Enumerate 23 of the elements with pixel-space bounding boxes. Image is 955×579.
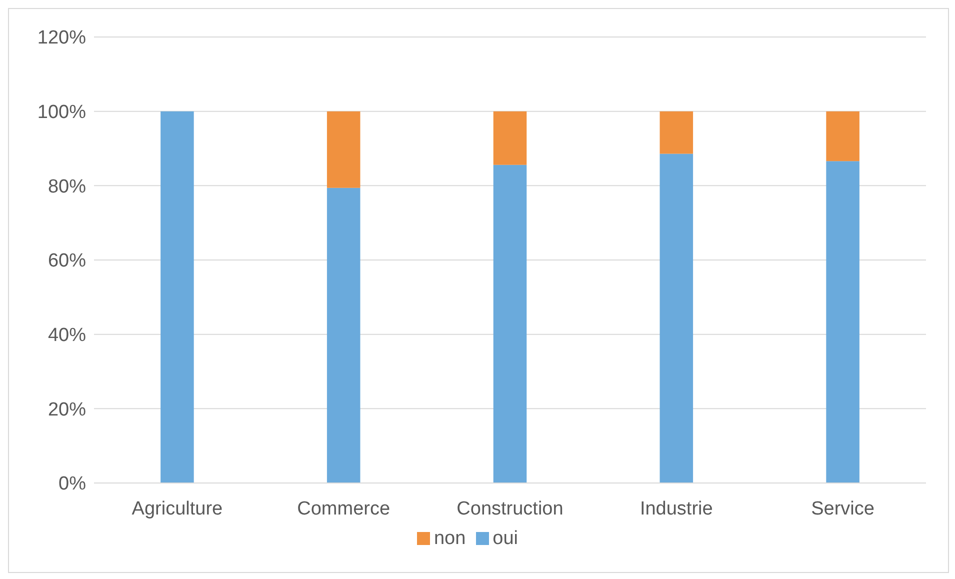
bar: [826, 161, 860, 483]
bar: [326, 188, 360, 483]
x-tick-label: Commerce: [297, 498, 390, 520]
y-tick-label: 80%: [48, 176, 86, 198]
bar: [326, 111, 360, 188]
legend-label: non: [434, 528, 466, 549]
bar: [660, 111, 694, 154]
y-tick-label: 0%: [58, 474, 86, 495]
bar: [493, 164, 527, 483]
bar: [493, 111, 527, 165]
y-tick-label: 40%: [48, 325, 86, 346]
y-tick-label: 100%: [37, 102, 86, 124]
bar: [160, 111, 194, 483]
y-tick-label: 120%: [37, 28, 86, 49]
x-tick-label: Agriculture: [132, 498, 223, 520]
bar: [660, 154, 694, 483]
y-tick-label: 60%: [48, 250, 86, 272]
legend-label: oui: [492, 528, 518, 549]
x-tick-label: Service: [811, 498, 874, 520]
x-tick-label: Construction: [456, 498, 564, 520]
bar: [826, 111, 860, 162]
y-tick-label: 20%: [48, 399, 86, 420]
x-tick-label: Industrie: [640, 498, 713, 520]
